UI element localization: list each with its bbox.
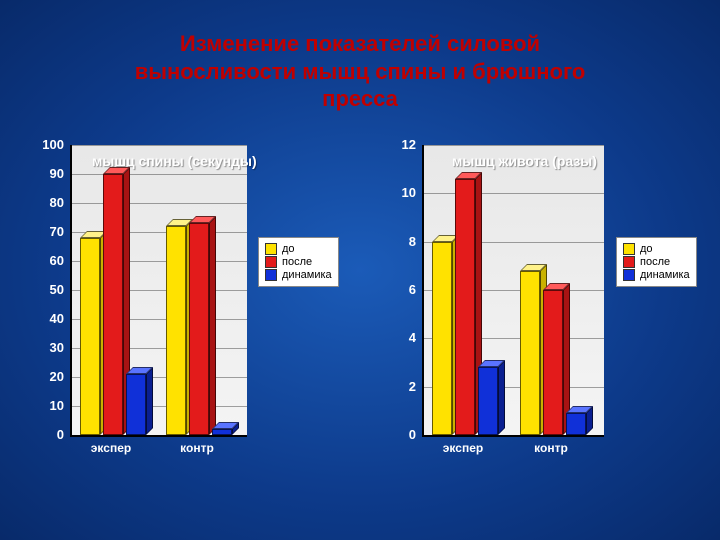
y-tick-label: 50 (32, 282, 64, 297)
grid-line (424, 193, 604, 194)
bar (189, 216, 216, 435)
y-tick-label: 4 (384, 330, 416, 345)
x-category-label: экспер (430, 441, 496, 455)
y-tick-label: 0 (32, 427, 64, 442)
bar (126, 367, 153, 435)
title-line: пресса (0, 85, 720, 113)
legend-item: динамика (265, 269, 332, 281)
y-tick-label: 12 (384, 137, 416, 152)
legend-item: после (623, 256, 690, 268)
y-tick-label: 10 (32, 398, 64, 413)
legend-label: динамика (640, 269, 690, 281)
legend-label: до (282, 243, 295, 255)
charts-row: мышц спины (секунды)01020304050607080901… (0, 145, 720, 505)
y-tick-label: 8 (384, 234, 416, 249)
y-tick-label: 10 (384, 185, 416, 200)
legend: допослединамика (258, 237, 339, 287)
y-tick-label: 70 (32, 224, 64, 239)
title-line: Изменение показателей силовой (0, 30, 720, 58)
y-tick-label: 6 (384, 282, 416, 297)
legend-swatch (623, 243, 635, 255)
y-tick-label: 2 (384, 379, 416, 394)
plot-area (70, 145, 247, 437)
slide-title: Изменение показателей силовойвыносливост… (0, 0, 720, 113)
plot-area (422, 145, 604, 437)
grid-line (72, 203, 247, 204)
legend-swatch (265, 256, 277, 268)
legend-item: после (265, 256, 332, 268)
legend-swatch (623, 269, 635, 281)
chart-subtitle: мышц живота (разы) (452, 153, 597, 169)
y-tick-label: 40 (32, 311, 64, 326)
legend-item: до (265, 243, 332, 255)
legend: допослединамика (616, 237, 697, 287)
x-category-label: экспер (78, 441, 144, 455)
chart-panel-left: мышц спины (секунды)01020304050607080901… (0, 145, 360, 505)
chart-panel-right: мышц живота (разы)024681012эксперконтрдо… (360, 145, 720, 505)
bar (478, 360, 505, 435)
legend-item: динамика (623, 269, 690, 281)
y-tick-label: 20 (32, 369, 64, 384)
legend-swatch (623, 256, 635, 268)
chart-subtitle: мышц спины (секунды) (92, 153, 257, 169)
legend-label: динамика (282, 269, 332, 281)
x-category-label: контр (518, 441, 584, 455)
bar (212, 422, 239, 435)
title-line: выносливости мышц спины и брюшного (0, 58, 720, 86)
legend-item: до (623, 243, 690, 255)
y-tick-label: 0 (384, 427, 416, 442)
grid-line (424, 145, 604, 146)
legend-swatch (265, 243, 277, 255)
y-tick-label: 30 (32, 340, 64, 355)
bar (566, 406, 593, 435)
y-tick-label: 90 (32, 166, 64, 181)
legend-label: после (282, 256, 312, 268)
legend-swatch (265, 269, 277, 281)
y-tick-label: 80 (32, 195, 64, 210)
grid-line (72, 145, 247, 146)
y-tick-label: 100 (32, 137, 64, 152)
legend-label: до (640, 243, 653, 255)
grid-line (72, 174, 247, 175)
y-tick-label: 60 (32, 253, 64, 268)
legend-label: после (640, 256, 670, 268)
x-category-label: контр (164, 441, 230, 455)
